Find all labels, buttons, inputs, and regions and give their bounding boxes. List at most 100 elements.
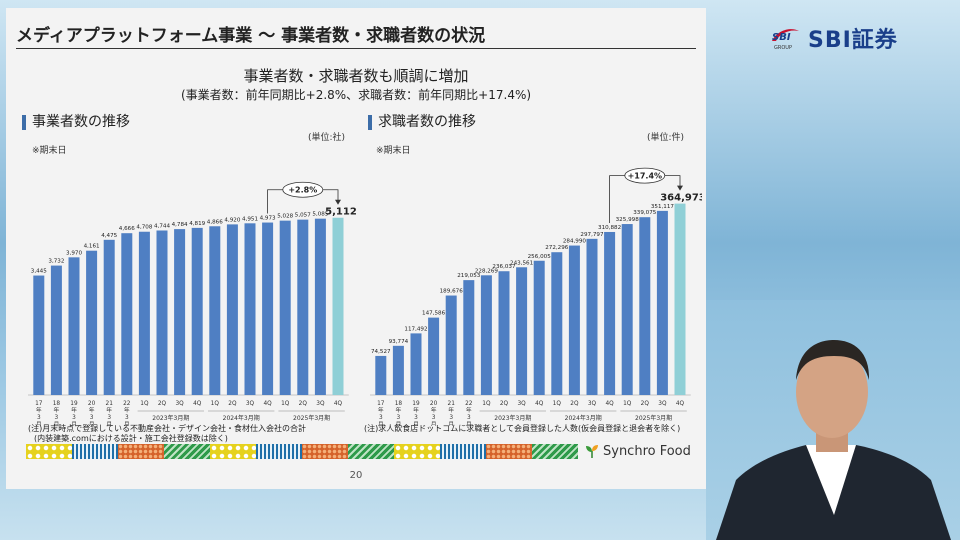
slide-title: メディアプラットフォーム事業 ～ 事業者数・求職者数の状況 (16, 26, 486, 46)
data-label: 4,161 (84, 244, 100, 250)
sprout-icon (586, 445, 598, 458)
bar (279, 220, 291, 395)
bar (480, 275, 492, 395)
unit-label-jobseekers: (単位:件) (647, 133, 685, 143)
data-label: 3,445 (31, 269, 47, 275)
data-label: 297,797 (580, 232, 604, 238)
data-label: 4,819 (189, 221, 205, 227)
data-label: 325,998 (616, 217, 640, 223)
data-label: 117,492 (404, 326, 427, 332)
x-tick-label: 1Q (281, 401, 290, 407)
x-tick-label: 年 (89, 406, 95, 414)
period-group-label: 2023年3月期 (152, 414, 189, 422)
growth-badge (282, 181, 324, 198)
pattern-segment (72, 444, 118, 459)
bar (50, 265, 62, 395)
bar (674, 203, 686, 395)
slide-subheadline: (事業者数：前年同期比+2.8%、求職者数：前年同期比+17.4%) (180, 88, 532, 102)
data-label: 93,774 (389, 339, 409, 345)
period-group-label: 2023年3月期 (494, 414, 531, 422)
x-tick-label: 3 (55, 415, 59, 421)
x-tick-label: 3 (379, 415, 383, 421)
growth-label: +2.8% (288, 186, 317, 195)
bar (68, 257, 80, 395)
x-tick-label: 3 (107, 415, 111, 421)
x-tick-label: 1Q (140, 401, 149, 407)
x-tick-label: 月 (53, 421, 59, 426)
x-tick-label: 17 (35, 401, 43, 407)
period-group-label: 2025年3月期 (635, 414, 672, 422)
pattern-segment (394, 444, 440, 459)
x-tick-label: 2Q (641, 401, 650, 407)
x-tick-label: 月 (448, 421, 454, 426)
x-tick-label: 月 (106, 421, 112, 426)
x-tick-label: 18 (53, 401, 61, 407)
data-label: 4,708 (136, 225, 152, 231)
bar (551, 252, 563, 395)
bar (174, 229, 186, 395)
x-tick-label: 月 (466, 421, 472, 426)
unit-label-businesses: (単位:社) (308, 133, 346, 143)
slide-headline: 事業者数・求職者数も順調に増加 (243, 67, 469, 85)
bar (410, 333, 422, 395)
data-label: 4,951 (242, 216, 258, 222)
x-tick-label: 19 (412, 401, 420, 407)
bar (568, 245, 580, 395)
x-tick-label: 年 (36, 406, 42, 414)
title-divider (16, 48, 696, 49)
bar (314, 218, 326, 395)
x-tick-label: 20 (430, 401, 438, 407)
data-label: 4,744 (154, 223, 170, 229)
footnote-businesses-line1: (注)月末時点で登録している不動産会社・デザイン会社・食材仕入会社の合計 (28, 424, 306, 433)
growth-arrowhead (335, 199, 341, 205)
bar (392, 345, 404, 395)
pattern-segment (118, 444, 164, 459)
data-label: 351,117 (651, 204, 675, 210)
x-tick-label: 4Q (193, 401, 202, 407)
x-tick-label: 2Q (299, 401, 308, 407)
chart-title-jobseekers: 求職者数の推移 (368, 115, 476, 130)
x-tick-label: 年 (431, 406, 437, 414)
x-tick-label: 3Q (517, 401, 526, 407)
page-number: 20 (349, 470, 363, 481)
presentation-slide: メディアプラットフォーム事業 ～ 事業者数・求職者数の状況 事業者数・求職者数も… (6, 8, 706, 489)
data-label: 228,269 (475, 268, 499, 274)
x-tick-label: 3 (467, 415, 471, 421)
x-tick-label: 年 (53, 406, 59, 414)
data-label: 3,732 (48, 259, 64, 265)
bar (121, 233, 133, 395)
x-tick-label: 21 (448, 401, 456, 407)
x-tick-label: 3 (449, 415, 453, 421)
x-tick-label: 月 (71, 421, 77, 426)
x-tick-label: 3 (414, 415, 418, 421)
data-label: 4,866 (207, 219, 223, 225)
x-tick-label: 1Q (211, 401, 220, 407)
bar (103, 239, 115, 395)
x-tick-label: 3 (125, 415, 129, 421)
pattern-segment (302, 444, 348, 459)
pattern-segment (532, 444, 578, 459)
x-tick-label: 3Q (316, 401, 325, 407)
x-tick-label: 18 (395, 401, 403, 407)
period-group-label: 2024年3月期 (565, 414, 602, 422)
x-tick-label: 年 (71, 406, 77, 414)
x-tick-label: 3 (90, 415, 94, 421)
bar (586, 238, 598, 395)
x-tick-label: 4Q (676, 401, 685, 407)
growth-arrowhead (677, 185, 683, 191)
bar (428, 317, 440, 395)
bar (445, 295, 457, 395)
presenter-video (706, 300, 960, 540)
data-label: 4,666 (119, 226, 135, 232)
period-group-label: 2024年3月期 (223, 414, 260, 422)
pattern-segment (210, 444, 256, 459)
footnote-jobseekers: (注)求人飲食店ドットコムに求職者として会員登録した人数(仮会員登録と退会者を除… (364, 424, 681, 433)
pattern-segment (348, 444, 394, 459)
data-label: 256,005 (528, 254, 552, 260)
x-tick-label: 1Q (623, 401, 632, 407)
x-tick-label: 4Q (263, 401, 272, 407)
data-label: 4,784 (172, 222, 188, 228)
brand-name: Synchro Food (603, 443, 691, 459)
bar (656, 210, 668, 395)
